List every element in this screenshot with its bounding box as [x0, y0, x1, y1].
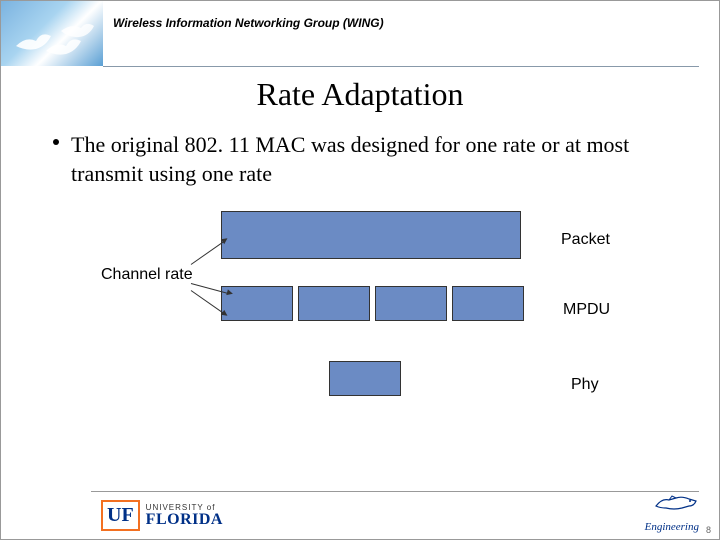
- uf-mark: UF: [101, 500, 140, 531]
- slide-title: Rate Adaptation: [1, 76, 719, 113]
- uf-logo: UF UNIVERSITY of FLORIDA: [101, 500, 223, 531]
- channel-rate-label: Channel rate: [101, 266, 193, 284]
- engineering-logo: Engineering: [645, 486, 699, 533]
- footer: UF UNIVERSITY of FLORIDA Engineering 8: [1, 491, 719, 539]
- gator-icon: [654, 486, 699, 514]
- engineering-text: Engineering: [645, 521, 699, 533]
- bullet-text: The original 802. 11 MAC was designed fo…: [71, 132, 629, 186]
- diagram-box: [221, 211, 521, 259]
- uf-text-bottom: FLORIDA: [146, 512, 223, 528]
- slide-number: 8: [706, 525, 711, 535]
- bullet-point: The original 802. 11 MAC was designed fo…: [71, 131, 659, 188]
- header-divider: [103, 66, 699, 67]
- row-label: Packet: [561, 231, 610, 249]
- row-label: Phy: [571, 376, 599, 394]
- footer-divider: [91, 491, 699, 492]
- uf-text-block: UNIVERSITY of FLORIDA: [146, 504, 223, 528]
- diagram-box: [375, 286, 447, 321]
- bullet-marker-icon: [53, 139, 59, 145]
- rate-diagram: Channel rate Packet MPDU Phy: [101, 211, 639, 431]
- header-decorative-image: [1, 1, 103, 66]
- diagram-box: [298, 286, 370, 321]
- slide: Wireless Information Networking Group (W…: [0, 0, 720, 540]
- row-label: MPDU: [563, 301, 610, 319]
- header-group-name: Wireless Information Networking Group (W…: [113, 16, 384, 30]
- dove-icon: [6, 21, 96, 61]
- diagram-box: [329, 361, 401, 396]
- diagram-box: [452, 286, 524, 321]
